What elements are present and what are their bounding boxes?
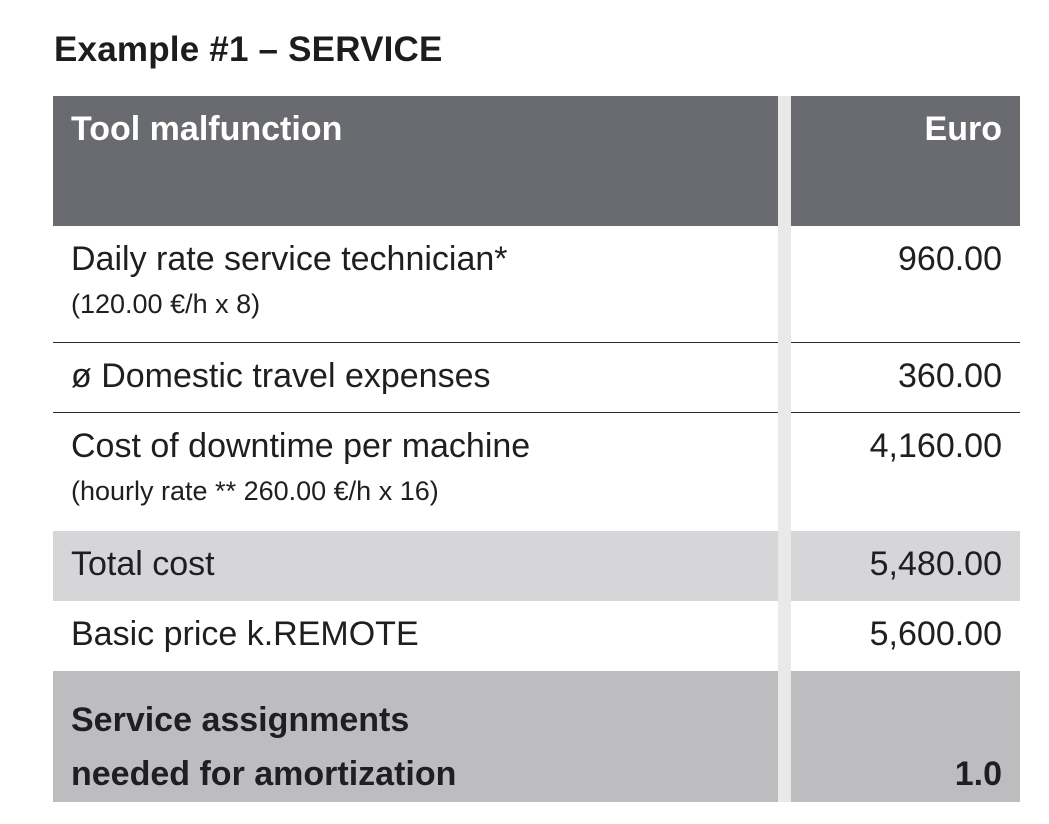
- row-label: Basic price k.REMOTE: [71, 615, 419, 653]
- row-value: 360.00: [898, 357, 1002, 395]
- total-label: Total cost: [71, 545, 215, 583]
- page-title: Example #1 – SERVICE: [54, 30, 443, 69]
- total-value: 5,480.00: [869, 545, 1002, 583]
- amortization-row: Service assignments needed for amortizat…: [53, 671, 1020, 802]
- row-sublabel: (hourly rate ** 260.00 €/h x 16): [71, 476, 439, 506]
- row-label: Daily rate service technician*: [71, 240, 508, 278]
- row-divider: [791, 412, 1020, 413]
- row-value: 5,600.00: [869, 615, 1002, 653]
- row-label: ø Domestic travel expenses: [71, 357, 491, 395]
- cost-table: Tool malfunction Euro Daily rate service…: [53, 96, 1020, 802]
- total-row: Total cost 5,480.00: [53, 531, 1020, 601]
- header-right-cell: Euro: [791, 96, 1020, 226]
- table-row: ø Domestic travel expenses 360.00: [53, 343, 1020, 413]
- row-divider: [53, 412, 778, 413]
- row-value: 4,160.00: [869, 427, 1002, 465]
- header-currency: Euro: [924, 110, 1002, 148]
- amortization-label-line2: needed for amortization: [71, 755, 457, 793]
- row-sublabel: (120.00 €/h x 8): [71, 289, 261, 319]
- row-divider: [53, 342, 778, 343]
- row-divider: [791, 342, 1020, 343]
- amortization-label-line1: Service assignments: [71, 701, 410, 739]
- row-label: Cost of downtime per machine: [71, 427, 531, 465]
- amortization-value: 1.0: [954, 755, 1002, 793]
- table-row: Daily rate service technician* (120.00 €…: [53, 226, 1020, 343]
- table-header: Tool malfunction Euro: [53, 96, 1020, 226]
- header-label: Tool malfunction: [71, 110, 343, 148]
- table-row: Basic price k.REMOTE 5,600.00: [53, 601, 1020, 671]
- table-row: Cost of downtime per machine (hourly rat…: [53, 413, 1020, 531]
- row-value: 960.00: [898, 240, 1002, 278]
- header-left-cell: Tool malfunction: [53, 96, 778, 226]
